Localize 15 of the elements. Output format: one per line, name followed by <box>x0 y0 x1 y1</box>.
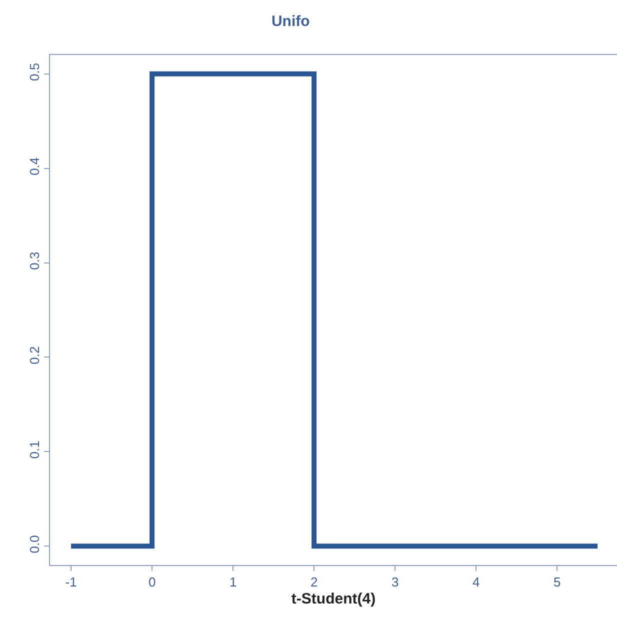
x-tick-label: -1 <box>65 574 77 590</box>
chart-title: Unifo <box>271 13 310 30</box>
y-tick-label: 0.3 <box>26 252 42 270</box>
y-tick-label: 0.2 <box>26 346 42 364</box>
x-tick-label: 0 <box>148 574 156 590</box>
y-tick-label: 0.4 <box>26 157 42 176</box>
x-tick-label: 5 <box>553 574 561 590</box>
y-tick-label: 0.1 <box>26 440 42 459</box>
x-axis-title: t-Student(4) <box>291 590 376 608</box>
x-tick-label: 1 <box>229 574 237 590</box>
x-tick-label: 2 <box>310 574 318 590</box>
y-tick-label: 0.0 <box>26 535 42 554</box>
y-tick-label: 0.5 <box>26 62 42 81</box>
x-tick-label: 4 <box>472 574 480 590</box>
x-tick-label: 3 <box>391 574 399 590</box>
